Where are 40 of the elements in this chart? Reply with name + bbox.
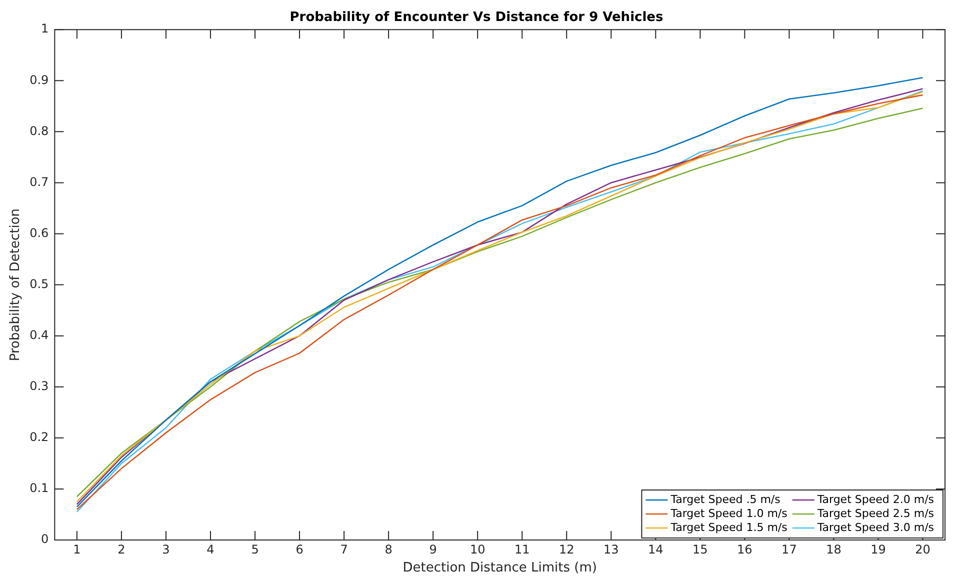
- x-tick-label: 10: [470, 542, 486, 556]
- x-tick-label: 14: [648, 542, 664, 556]
- x-tick-label: 4: [206, 542, 214, 556]
- chart-title: Probability of Encounter Vs Distance for 9 Vehicles: [290, 10, 664, 26]
- y-tick-label: 0.7: [30, 174, 49, 189]
- x-tick-label: 6: [296, 542, 304, 556]
- legend-label: Target Speed 1.5 m/s: [670, 520, 788, 534]
- x-tick-label: 2: [118, 542, 126, 556]
- y-axis-title: Probability of Detection: [8, 208, 24, 362]
- x-tick-label: 13: [603, 542, 619, 556]
- legend-label: Target Speed 3.0 m/s: [816, 520, 934, 534]
- x-tick-label: 20: [915, 542, 930, 556]
- x-tick-label: 16: [737, 542, 752, 556]
- x-tick-label: 12: [558, 542, 574, 556]
- x-axis-title: Detection Distance Limits (m): [402, 560, 597, 576]
- legend-label: Target Speed 2.5 m/s: [816, 506, 934, 520]
- y-tick-label: 0.6: [30, 226, 49, 240]
- x-tick-label: 1: [73, 542, 81, 556]
- x-tick-label: 11: [514, 542, 530, 556]
- x-tick-label: 15: [692, 542, 708, 556]
- y-tick-label: 0.2: [30, 430, 49, 444]
- legend-label: Target Speed 1.0 m/s: [670, 506, 788, 520]
- y-tick-label: 0: [41, 532, 49, 546]
- x-tick-label: 19: [870, 542, 886, 556]
- x-tick-label: 8: [384, 542, 392, 556]
- y-tick-label: 0.4: [30, 328, 49, 342]
- y-tick-label: 0.1: [30, 481, 49, 496]
- legend-label: Target Speed .5 m/s: [670, 492, 781, 506]
- x-tick-label: 3: [162, 542, 170, 556]
- y-tick-label: 1: [41, 22, 49, 36]
- legend-label: Target Speed 2.0 m/s: [816, 492, 934, 506]
- x-tick-label: 18: [826, 542, 842, 556]
- y-tick-label: 0.3: [30, 379, 49, 394]
- x-tick-label: 9: [429, 542, 437, 556]
- x-tick-label: 5: [251, 542, 259, 556]
- y-tick-label: 0.8: [30, 124, 49, 138]
- x-tick-label: 17: [782, 542, 797, 556]
- y-tick-label: 0.9: [30, 72, 49, 87]
- x-tick-label: 7: [340, 542, 348, 556]
- y-tick-label: 0.5: [30, 276, 49, 291]
